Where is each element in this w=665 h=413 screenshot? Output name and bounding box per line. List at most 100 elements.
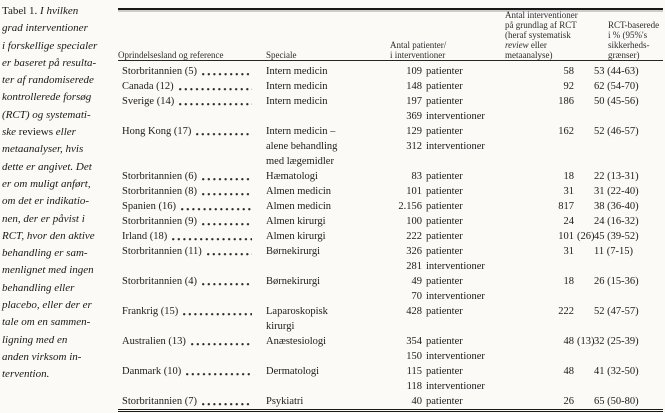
country-cell: Australien (13) <box>118 334 266 349</box>
country-line: Hong Kong (17) <box>122 124 266 139</box>
patients-line: 148 patienter <box>386 79 498 94</box>
speciale-cell: Psykiatri <box>266 394 386 409</box>
caption-line: behandling eller <box>2 281 75 294</box>
rct-percent-cell: 24 (16-32) <box>594 216 639 227</box>
rct-count-line: 817 <box>498 199 593 214</box>
rct-count: 186 <box>558 96 574 107</box>
speciale-cell: Laparoskopisk kirurgi <box>266 304 386 334</box>
patients-count: 100 <box>406 216 422 227</box>
country-line: Storbritannien (9) <box>122 214 266 229</box>
speciale-cell: Almen kirurgi <box>266 229 386 244</box>
rct-count-line: 26 <box>498 394 593 409</box>
speciale-line: Almen medicin <box>266 186 332 197</box>
caption-line: ligning med en <box>2 333 68 346</box>
rct-count-cell: 18 <box>498 274 593 289</box>
rct-count-line: 101 (26) <box>498 229 594 244</box>
patients-cell: 129 patienter 312 interventioner <box>386 124 498 154</box>
col-header-line: på grundlag af RCT <box>505 20 577 30</box>
patients-unit: interventioner <box>426 111 485 122</box>
country-label: Storbritannien (11) <box>122 246 202 257</box>
patients-cell: 40 patienter <box>386 394 498 409</box>
patients-count: 129 <box>406 126 422 137</box>
caption-word: ske <box>2 126 19 139</box>
rct-count-cell: 817 <box>498 199 593 214</box>
dot-leader <box>201 73 252 76</box>
caption-line: ske reviews eller <box>2 124 117 141</box>
rct-percent-cell: 32 (25-39) <box>594 336 639 347</box>
patients-line: 83 patienter <box>386 169 498 184</box>
patients-count: 222 <box>406 231 422 242</box>
table-row: Sverige (14) Intern medicin 197 patienter 36… <box>118 94 663 124</box>
speciale-cell: Almen medicin <box>266 199 386 214</box>
caption-line: metaanalyser, hvis <box>2 143 84 156</box>
rct-percent-cell: 26 (15-36) <box>594 276 639 287</box>
patients-cell: 148 patienter <box>386 79 498 94</box>
speciale-line: Anæstesiologi <box>266 336 327 347</box>
country-cell: Storbritannien (6) <box>118 169 266 184</box>
col-header-line: Antal patienter/ <box>390 40 447 50</box>
patients-count: 49 <box>411 276 423 287</box>
header-separator-rule <box>118 60 663 61</box>
patients-count: 369 <box>406 111 422 122</box>
patients-unit: patienter <box>426 66 463 77</box>
patients-cell: 109 patienter <box>386 64 498 79</box>
patients-line: 118 interventioner <box>386 379 498 394</box>
caption-word: eller <box>55 126 76 139</box>
speciale-line: Børnekirurgi <box>266 276 321 287</box>
dot-leader <box>179 103 252 106</box>
patients-count: 197 <box>406 96 422 107</box>
col-header-line: review eller <box>505 40 593 50</box>
rct-percent-cell: 52 (46-57) <box>594 126 639 137</box>
rct-count-line: 58 <box>498 64 593 79</box>
country-line: Irland (18) <box>122 229 266 244</box>
speciale-cell: Intern medicin <box>266 79 386 94</box>
patients-cell: 428 patienter <box>386 304 498 319</box>
rct-count-cell: 31 <box>498 184 593 199</box>
country-cell: Storbritannien (5) <box>118 64 266 79</box>
speciale-line: Børnekirurgi <box>266 246 321 257</box>
patients-line: 115 patienter <box>386 364 498 379</box>
patients-unit: patienter <box>426 126 463 137</box>
country-label: Frankrig (15) <box>122 306 179 317</box>
country-label: Storbritannien (8) <box>122 186 197 197</box>
col-header-speciale: Speciale <box>266 50 386 60</box>
patients-cell: 326 patienter 281 interventioner <box>386 244 498 274</box>
rct-percent-cell: 41 (32-50) <box>594 366 639 377</box>
rct-count-line: 222 <box>498 304 593 319</box>
caption-line: (RCT) og systemati- <box>2 108 91 121</box>
patients-count: 109 <box>406 66 422 77</box>
patients-count: 312 <box>406 141 422 152</box>
speciale-line: Dermatologi <box>266 366 320 377</box>
rct-percent-cell: 53 (44-63) <box>594 66 639 77</box>
rct-count-cell: 58 <box>498 64 593 79</box>
col-header-segment: review <box>505 40 529 50</box>
rct-count-cell: 222 <box>498 304 593 319</box>
country-label: Storbritannien (4) <box>122 276 197 287</box>
speciale-line: Intern medicin <box>266 96 328 107</box>
rct-count: 18 <box>563 276 575 287</box>
patients-cell: 2.156 patienter <box>386 199 498 214</box>
patients-unit: patienter <box>426 336 463 347</box>
rct-count: 31 <box>563 246 575 257</box>
patients-unit: interventioner <box>426 261 485 272</box>
rct-count: 101 <box>558 231 574 242</box>
country-line: Storbritannien (7) <box>122 394 266 409</box>
patients-count: 83 <box>411 171 423 182</box>
speciale-cell: Intern medicin <box>266 64 386 79</box>
speciale-line: Almen kirurgi <box>266 216 326 227</box>
caption-line: tervention. <box>2 368 50 381</box>
table-row: Storbritannien (6) Hæmatologi 83 patienter 1… <box>118 169 663 184</box>
patients-line: 281 interventioner <box>386 259 498 274</box>
patients-line: 49 patienter <box>386 274 498 289</box>
country-line: Spanien (16) <box>122 199 266 214</box>
speciale-line: alene behandling <box>266 141 338 152</box>
country-cell: Canada (12) <box>118 79 266 94</box>
speciale-cell: Anæstesiologi <box>266 334 386 349</box>
patients-count: 2.156 <box>398 201 422 212</box>
speciale-line: med lægemidler <box>266 156 334 167</box>
patients-unit: patienter <box>426 171 463 182</box>
table-row: Storbritannien (11) Børnekirurgi 326 patien… <box>118 244 663 274</box>
col-header-line: (heraf systematisk <box>505 30 571 40</box>
caption-line: om det er indikatio- <box>2 195 90 208</box>
caption-line: ter af randomiserede <box>2 74 94 87</box>
